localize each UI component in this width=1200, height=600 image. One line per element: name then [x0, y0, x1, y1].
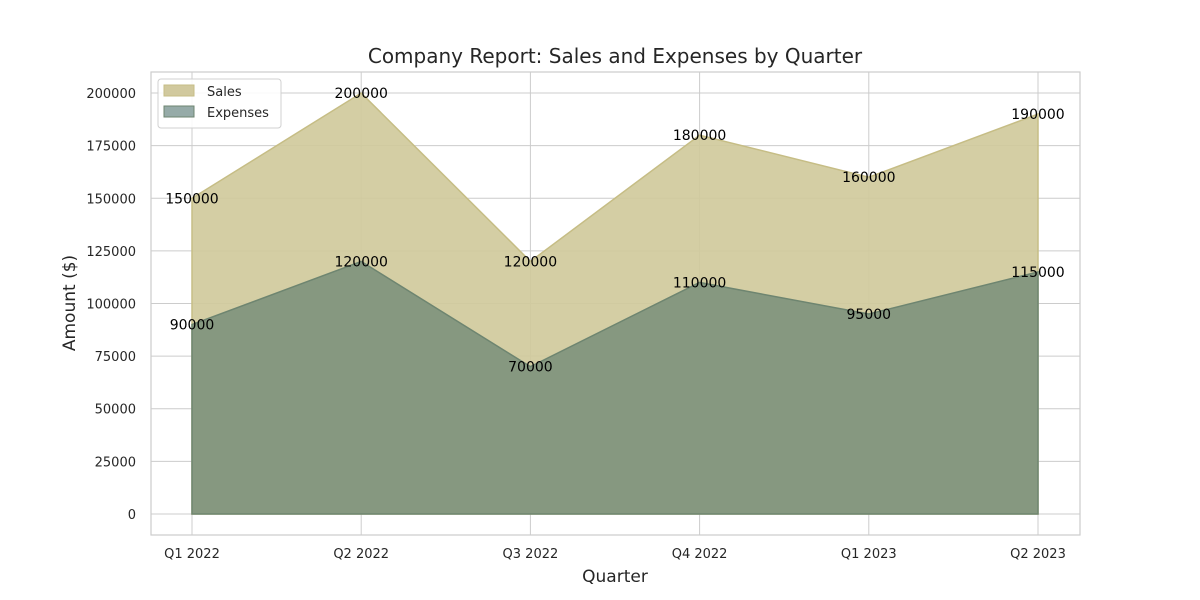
data-label-sales: 150000 [165, 191, 218, 207]
x-tick-label: Q1 2022 [164, 547, 220, 562]
data-label-expenses: 110000 [673, 275, 726, 291]
data-labels: 150000 200000 120000 180000 160000 190000 9000… [165, 86, 1064, 376]
legend: Sales Expenses [157, 78, 282, 129]
data-label-expenses: 115000 [1011, 265, 1064, 281]
data-label-sales: 180000 [673, 128, 726, 144]
x-axis-ticks: Q1 2022 Q2 2022 Q3 2022 Q4 2022 Q1 2023 Q2 20… [164, 547, 1066, 562]
data-label-sales: 160000 [842, 170, 895, 186]
y-axis-title: Amount ($) [60, 255, 80, 351]
area-expenses [191, 260, 1039, 515]
legend-swatch-expenses [163, 105, 195, 118]
legend-swatch-sales [163, 84, 195, 97]
y-axis-ticks: 0 25000 50000 75000 100000 125000 150000 175000… [86, 87, 136, 523]
chart-title: Company Report: Sales and Expenses by Qu… [368, 44, 863, 68]
legend-label-expenses: Expenses [207, 106, 269, 121]
data-label-expenses: 95000 [847, 307, 892, 323]
y-tick-label: 200000 [86, 87, 136, 102]
y-tick-label: 125000 [86, 245, 136, 260]
legend-label-sales: Sales [207, 85, 242, 100]
y-tick-label: 25000 [95, 455, 136, 470]
plot-frame [150, 71, 1081, 536]
x-tick-label: Q4 2022 [672, 547, 728, 562]
data-label-expenses: 70000 [508, 360, 553, 376]
y-tick-label: 150000 [86, 192, 136, 207]
data-label-sales: 200000 [334, 86, 387, 102]
x-tick-label: Q3 2022 [503, 547, 559, 562]
y-tick-label: 175000 [86, 140, 136, 155]
y-tick-label: 75000 [95, 350, 136, 365]
x-tick-label: Q1 2023 [841, 547, 897, 562]
x-tick-label: Q2 2022 [333, 547, 389, 562]
y-tick-label: 100000 [86, 298, 136, 313]
x-tick-label: Q2 2023 [1010, 547, 1066, 562]
y-tick-label: 0 [128, 508, 136, 523]
data-label-expenses: 90000 [170, 318, 215, 334]
data-label-sales: 120000 [504, 254, 557, 270]
plot-areas [191, 92, 1039, 515]
data-label-sales: 190000 [1011, 107, 1064, 123]
x-axis-title: Quarter [582, 567, 648, 587]
y-tick-label: 50000 [95, 403, 136, 418]
data-label-expenses: 120000 [334, 254, 387, 270]
